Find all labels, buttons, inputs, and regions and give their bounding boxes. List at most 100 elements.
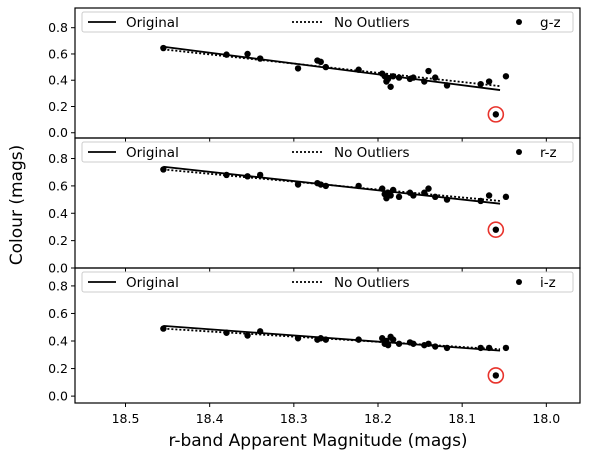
data-point-g-z — [223, 51, 230, 58]
data-point-i-z — [410, 340, 417, 347]
no-outliers-fit-line-r-z — [163, 168, 501, 202]
outlier-highlight-ring-g-z — [487, 106, 505, 123]
data-point-i-z — [425, 340, 432, 347]
data-point-g-z — [355, 66, 362, 73]
y-tick-label-i-z: 0.6 — [48, 306, 68, 321]
legend-box-i-z — [81, 271, 574, 293]
data-point-r-z — [410, 192, 417, 199]
data-point-r-z — [477, 197, 484, 205]
y-tick-label-i-z: 0.2 — [48, 361, 68, 376]
no-outliers-fit-line-g-z — [163, 48, 501, 88]
legend-g-z: Original No Outliers g-z — [81, 11, 574, 33]
data-point-r-z — [387, 192, 394, 199]
legend-no-outliers-label-g-z: No Outliers — [334, 15, 410, 31]
y-tick-label-i-z: 0.8 — [48, 278, 68, 293]
data-point-g-z — [389, 73, 397, 80]
legend-series-marker-r-z — [516, 149, 522, 155]
y-tick-label-g-z: 0.6 — [48, 46, 68, 61]
x-tick-label: 18.0 — [532, 411, 560, 426]
data-point-i-z — [355, 336, 362, 343]
legend-i-z: Original No Outliers i-z — [81, 271, 574, 293]
data-point-g-z — [410, 74, 417, 81]
data-point-g-z — [492, 111, 500, 118]
data-point-r-z — [317, 181, 324, 188]
data-point-g-z — [317, 58, 324, 66]
data-point-g-z — [384, 75, 392, 83]
y-tick-label-g-z: 0.2 — [48, 99, 68, 114]
legend-series-marker-g-z — [516, 19, 522, 25]
data-point-i-z — [244, 332, 251, 339]
data-point-r-z — [421, 189, 428, 196]
y-tick-label-r-z: 0.4 — [48, 206, 68, 221]
data-point-i-z — [223, 329, 230, 336]
legend-no-outliers-label-i-z: No Outliers — [334, 275, 410, 291]
legend-original-label-r-z: Original — [126, 145, 179, 161]
outlier-highlight-ring-i-z — [487, 367, 505, 384]
data-point-r-z — [485, 192, 493, 199]
data-point-r-z — [502, 193, 510, 201]
data-point-r-z — [432, 193, 439, 201]
panel-r-z: 0.0 0.2 0.4 0.6 0.8 Original No Outliers r-z — [48, 137, 581, 276]
data-point-r-z — [443, 196, 451, 203]
legend-r-z: Original No Outliers r-z — [81, 141, 574, 163]
data-point-r-z — [492, 226, 500, 233]
data-point-g-z — [502, 73, 510, 80]
axes-frame-i-z — [74, 267, 581, 404]
legend-series-label-r-z: r-z — [540, 145, 557, 161]
legend-original-label-g-z: Original — [126, 15, 179, 31]
data-point-g-z — [425, 67, 432, 75]
data-point-g-z — [322, 63, 330, 71]
y-tick-label-g-z: 0.8 — [48, 20, 68, 35]
data-point-i-z — [395, 340, 403, 347]
y-tick-label-i-z: 0.0 — [48, 389, 68, 404]
data-point-i-z — [477, 344, 484, 352]
data-point-i-z — [502, 344, 510, 352]
data-point-i-z — [256, 328, 264, 335]
data-point-g-z — [477, 80, 484, 88]
data-point-g-z — [294, 65, 302, 72]
x-tick-label: 18.5 — [112, 411, 140, 426]
data-point-r-z — [355, 182, 362, 190]
data-point-r-z — [294, 181, 302, 188]
panel-g-z: 0.0 0.2 0.4 0.6 0.8 Original No Outliers g-z — [48, 7, 581, 142]
data-point-i-z — [294, 335, 302, 342]
x-tick-label: 18.1 — [448, 411, 476, 426]
data-point-g-z — [244, 50, 251, 58]
data-point-g-z — [443, 82, 451, 89]
legend-no-outliers-label-r-z: No Outliers — [334, 145, 410, 161]
data-point-r-z — [425, 185, 432, 192]
data-point-r-z — [379, 185, 386, 192]
data-point-i-z — [322, 336, 330, 343]
panel-i-z: 0.0 0.2 0.4 0.6 0.8 18.5 18.4 18.3 18.2 18.1 18.0 O… — [48, 267, 581, 426]
y-tick-label-r-z: 0.2 — [48, 233, 68, 248]
x-axis-label: r-band Apparent Magnitude (mags) — [168, 431, 467, 451]
data-point-r-z — [322, 182, 330, 190]
data-point-i-z — [432, 343, 439, 350]
y-tick-label-g-z: 0.0 — [48, 125, 68, 140]
data-point-r-z — [244, 173, 251, 180]
data-point-g-z — [256, 55, 264, 62]
legend-box-g-z — [81, 11, 574, 33]
panels: 0.00.20.40.60.8 Original No Outliers g-z0.0… — [48, 7, 581, 426]
data-point-r-z — [160, 166, 167, 173]
data-point-r-z — [223, 171, 230, 179]
data-point-r-z — [395, 193, 403, 201]
y-tick-label-i-z: 0.4 — [48, 334, 68, 349]
data-point-i-z — [160, 325, 167, 332]
legend-box-r-z — [81, 141, 574, 163]
data-point-g-z — [395, 74, 403, 81]
data-point-i-z — [443, 344, 451, 352]
y-tick-label-r-z: 0.6 — [48, 178, 68, 193]
data-point-i-z — [485, 344, 493, 352]
legend-original-label-i-z: Original — [126, 275, 179, 291]
x-tick-label: 18.2 — [364, 411, 392, 426]
y-tick-label-g-z: 0.4 — [48, 73, 68, 88]
x-tick-label: 18.3 — [280, 411, 308, 426]
data-point-i-z — [492, 372, 500, 379]
data-point-i-z — [317, 335, 324, 342]
data-point-g-z — [160, 44, 167, 52]
data-point-g-z — [485, 78, 493, 85]
legend-series-label-i-z: i-z — [540, 275, 556, 291]
data-point-g-z — [432, 74, 439, 81]
